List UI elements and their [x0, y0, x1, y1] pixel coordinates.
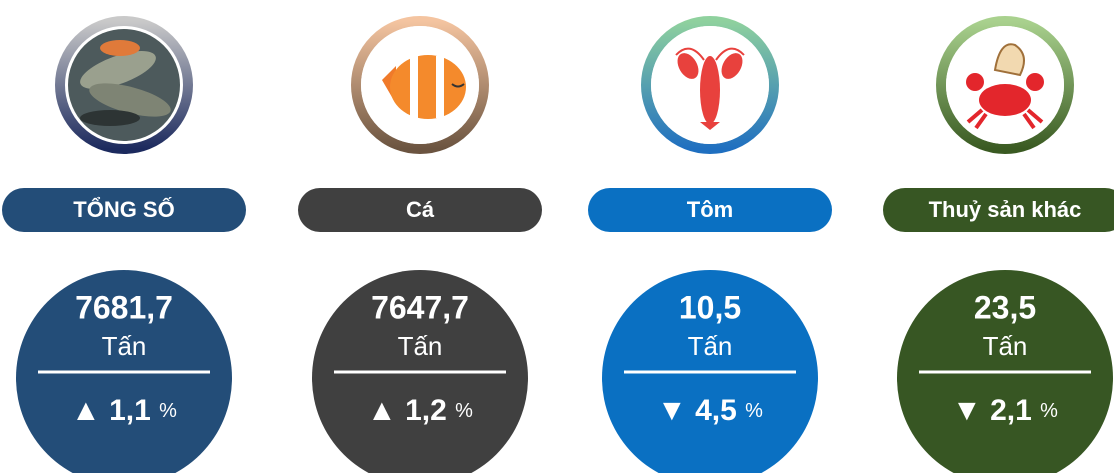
percent-sign: %: [159, 400, 177, 422]
category-label: Cá: [406, 197, 435, 222]
category-label: Thuỷ sản khác: [929, 197, 1082, 222]
value: 10,5: [679, 289, 741, 325]
value: 7647,7: [371, 289, 469, 325]
icon-clownfish: [356, 21, 484, 149]
category-label: Tôm: [687, 197, 733, 222]
change-value: 2,1: [990, 394, 1032, 427]
icon-fish-photo: [60, 21, 188, 149]
percent-sign: %: [455, 400, 473, 422]
icon-crab: [941, 21, 1069, 149]
change-arrow: ▲: [71, 394, 101, 427]
unit: Tấn: [398, 331, 443, 361]
change-arrow: ▼: [952, 394, 982, 427]
unit: Tấn: [102, 331, 147, 361]
change-value: 1,2: [405, 394, 447, 427]
percent-sign: %: [1040, 400, 1058, 422]
change-value: 1,1: [109, 394, 151, 427]
category-label: TỔNG SỐ: [73, 196, 174, 222]
value: 23,5: [974, 289, 1036, 325]
change-arrow: ▲: [367, 394, 397, 427]
unit: Tấn: [688, 331, 733, 361]
unit: Tấn: [983, 331, 1028, 361]
infographic: TỔNG SỐ7681,7Tấn▲ 1,1 %Cá7647,7Tấn▲ 1,2 …: [0, 0, 1114, 473]
icon-lobster: [646, 21, 774, 149]
value: 7681,7: [75, 289, 173, 325]
change-arrow: ▼: [657, 394, 687, 427]
percent-sign: %: [745, 400, 763, 422]
change-value: 4,5: [695, 394, 737, 427]
